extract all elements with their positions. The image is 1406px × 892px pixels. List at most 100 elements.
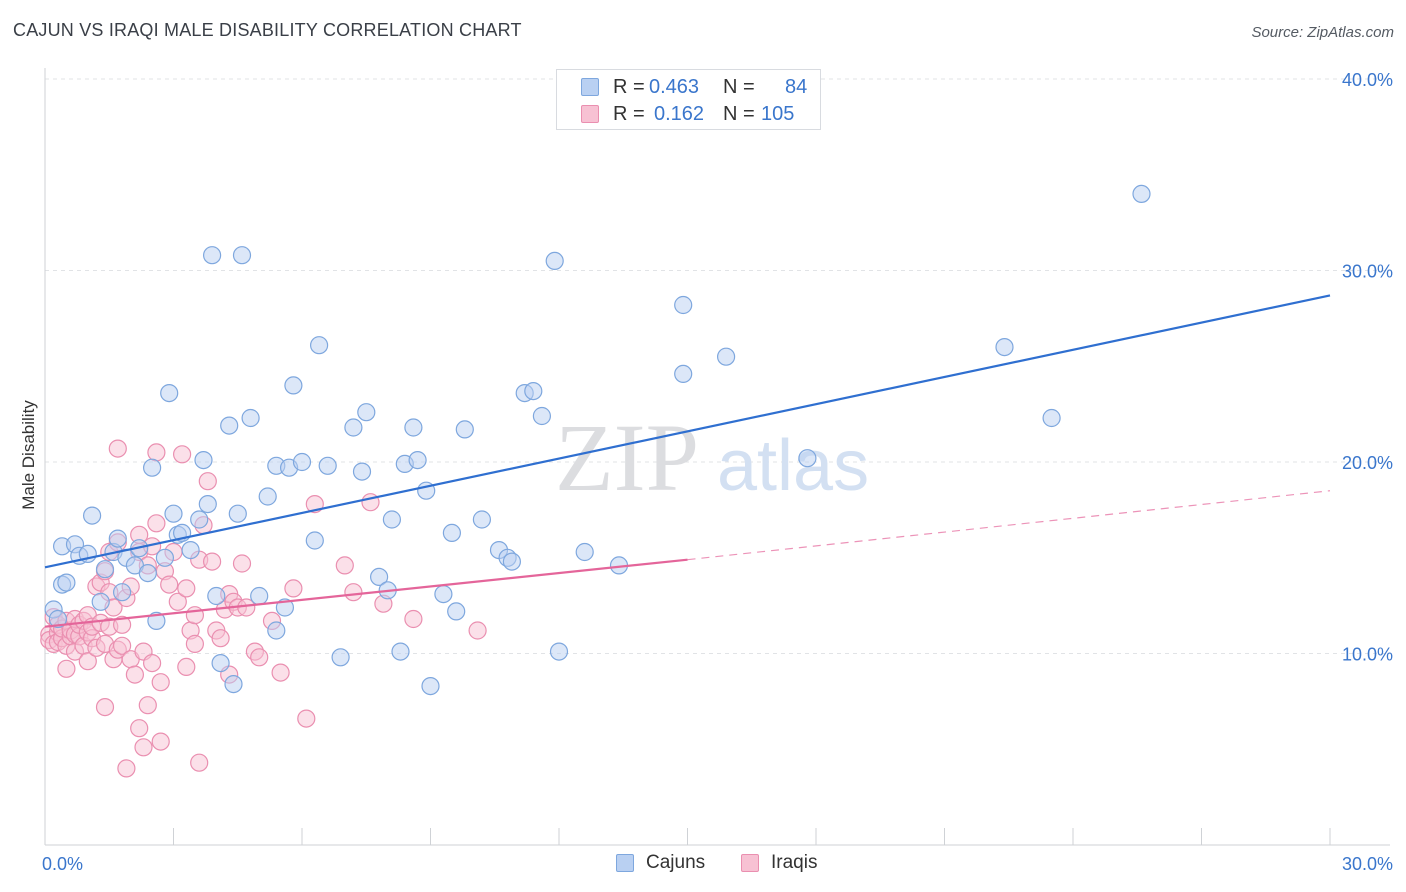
cajun-point <box>305 531 324 550</box>
iraqi-trend-extension <box>687 490 1331 561</box>
cajun-point <box>442 523 461 543</box>
iraqi-point <box>130 719 149 738</box>
cajun-point <box>232 246 252 265</box>
cajun-point <box>545 251 564 270</box>
cajun-point <box>674 295 693 315</box>
series-legend: Cajuns Iraqis <box>0 851 1406 877</box>
correlation-legend: R = 0.463 N = 84 R = 0.162 N = 105 <box>556 69 821 130</box>
cajun-point <box>331 648 350 667</box>
legend-label-cajuns: Cajuns <box>646 852 706 873</box>
iraqi-point <box>143 653 162 673</box>
x-tick-label-max: 30.0% <box>1342 854 1393 874</box>
cajun-point <box>344 418 363 437</box>
trend-lines <box>44 294 1331 628</box>
legend-row-iraqis: R = 0.162 N = 105 <box>557 101 820 127</box>
cajun-point <box>357 403 376 422</box>
cajun-point <box>57 573 76 592</box>
cajun-point <box>138 563 157 583</box>
cajun-point <box>155 548 174 567</box>
y-tick-label: 30.0% <box>1342 262 1393 282</box>
cajun-point <box>716 347 736 366</box>
cajun-point <box>391 642 410 661</box>
cajun-point <box>190 510 209 529</box>
cajun-point <box>207 586 226 606</box>
iraqi-point <box>190 753 209 772</box>
n-value: 105 <box>761 103 795 125</box>
iraqi-trend-line <box>44 558 688 628</box>
iraqi-point <box>185 634 204 654</box>
iraqi-point <box>95 697 115 717</box>
cajun-point <box>224 674 243 694</box>
watermark: ZIP atlas <box>555 404 869 511</box>
n-label: N = <box>723 103 755 125</box>
cajun-point <box>143 458 162 477</box>
iraqi-point <box>57 659 76 678</box>
iraqi-point <box>198 472 217 491</box>
cajun-point <box>1042 408 1061 428</box>
cajun-point <box>575 542 594 562</box>
cajun-point <box>203 246 222 265</box>
iraqi-point <box>250 648 269 667</box>
iraqi-point <box>151 732 170 751</box>
cajun-point <box>275 598 294 617</box>
iraqi-point <box>160 575 179 594</box>
cajun-point <box>674 364 693 383</box>
chart-title: CAJUN VS IRAQI MALE DISABILITY CORRELATI… <box>13 20 522 40</box>
iraqi-point <box>185 606 204 625</box>
cajun-point <box>352 462 372 481</box>
cajun-point <box>147 611 166 631</box>
iraqi-point <box>404 609 423 629</box>
iraqi-point <box>177 657 196 677</box>
cajun-point <box>310 336 329 355</box>
r-label: R = <box>613 103 645 125</box>
cajun-point <box>434 584 453 604</box>
cajun-point <box>250 586 269 606</box>
iraqi-point <box>112 636 132 655</box>
iraqi-point <box>147 514 166 533</box>
iraqi-point <box>344 583 363 602</box>
y-tick-label: 10.0% <box>1342 645 1393 665</box>
cajun-point <box>160 384 179 403</box>
iraqi-point <box>134 738 153 757</box>
cajun-point <box>408 451 427 470</box>
r-value: 0.463 <box>649 76 700 98</box>
x-tick-label-min: 0.0% <box>42 854 83 874</box>
cajun-point <box>198 495 217 514</box>
source-label: Source: ZipAtlas.com <box>1251 24 1394 41</box>
cajun-point <box>549 642 569 661</box>
iraqi-point <box>173 445 192 464</box>
cajun-point <box>447 602 466 621</box>
cajun-point <box>108 529 127 548</box>
cajun-point <box>292 452 312 472</box>
cajun-swatch <box>581 78 599 96</box>
iraqi-point <box>335 556 354 575</box>
cajun-point <box>194 451 213 470</box>
tick-labels: 10.0% 20.0% 30.0% 40.0% 0.0% 30.0% <box>42 70 1393 874</box>
cajun-point <box>258 487 277 506</box>
legend-label-iraqis: Iraqis <box>771 852 818 873</box>
r-value: 0.162 <box>654 103 705 125</box>
iraqi-point <box>125 665 144 684</box>
iraqi-point <box>177 579 196 598</box>
cajun-point <box>472 510 491 529</box>
cajun-point <box>318 456 337 475</box>
cajun-point <box>502 552 521 571</box>
cajun-point <box>382 510 401 529</box>
cajun-point <box>112 583 132 602</box>
y-tick-label: 40.0% <box>1342 70 1393 90</box>
iraqi-point <box>112 615 132 634</box>
cajun-point <box>798 449 817 468</box>
iraqi-point <box>232 554 252 573</box>
iraqi-point <box>147 443 166 462</box>
cajun-point <box>241 408 260 428</box>
legend-row-cajuns: R = 0.463 N = 84 <box>557 74 820 100</box>
iraqi-point <box>203 552 222 571</box>
r-label: R = <box>613 76 645 98</box>
iraqi-point <box>117 759 136 778</box>
n-label: N = <box>723 76 755 98</box>
watermark-zip: ZIP <box>555 404 699 511</box>
cajun-point <box>995 338 1014 357</box>
cajun-point <box>404 418 423 437</box>
cajun-point <box>267 621 286 640</box>
